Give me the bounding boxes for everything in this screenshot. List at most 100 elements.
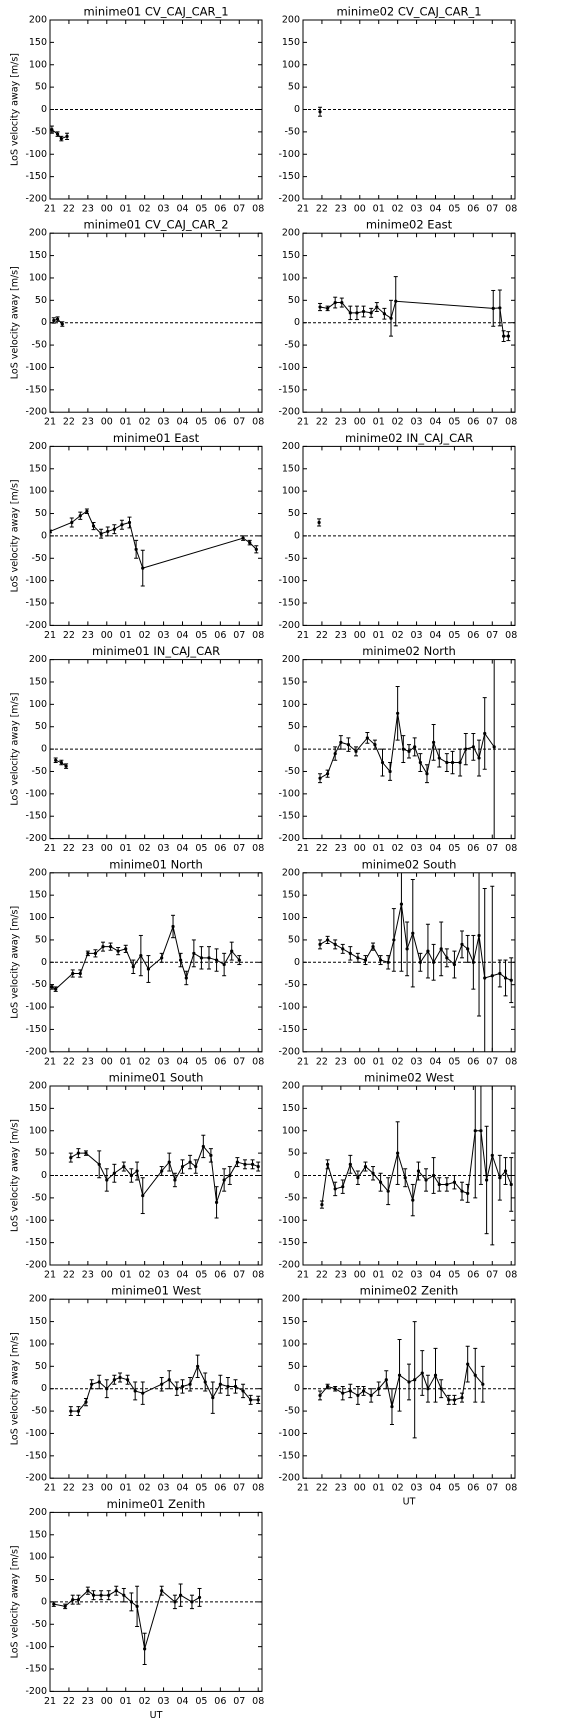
y-tick-label: -150 (278, 1237, 300, 1248)
data-point (433, 1373, 438, 1377)
data-point (97, 1380, 101, 1384)
x-tick-label: 01 (373, 630, 385, 641)
x-tick-label: 03 (158, 1270, 170, 1281)
x-tick-label: 21 (297, 417, 309, 428)
x-tick-label: 08 (505, 1270, 517, 1281)
data-point (386, 1189, 390, 1193)
x-tick-label: 08 (252, 417, 264, 428)
x-tick-label: 04 (429, 1056, 441, 1067)
y-tick-label: 100 (29, 486, 47, 497)
data-point (396, 1151, 400, 1155)
x-tick-label: 08 (252, 843, 264, 854)
x-tick-label: 03 (411, 204, 423, 215)
data-point (179, 958, 183, 962)
y-tick-label: 50 (35, 1574, 47, 1585)
data-point (126, 1378, 130, 1382)
data-point (211, 1396, 215, 1400)
x-tick-label: 21 (44, 204, 56, 215)
y-tick-label: 150 (29, 1529, 47, 1540)
y-tick-label: 200 (29, 867, 47, 878)
x-tick-label: 06 (467, 417, 479, 428)
data-point (389, 316, 393, 320)
data-point (173, 1178, 177, 1182)
x-tick-label: 22 (316, 1483, 328, 1494)
data-point (192, 951, 196, 955)
data-point (326, 938, 330, 942)
data-point (143, 1647, 147, 1651)
data-point (397, 1373, 402, 1377)
data-point (333, 1187, 337, 1191)
data-point (403, 1176, 407, 1180)
x-tick-label: 06 (214, 1483, 226, 1494)
data-point (466, 1191, 470, 1195)
y-tick-label: 0 (294, 1170, 300, 1181)
data-point (326, 772, 330, 776)
data-point (237, 958, 241, 962)
data-point (450, 760, 455, 765)
error-bar (50, 529, 52, 534)
data-point (490, 1153, 494, 1157)
data-point (326, 1384, 330, 1389)
chart-title: minime01 IN_CAJ_CAR (92, 644, 220, 658)
data-point (333, 1387, 337, 1391)
x-tick-label: 00 (101, 1483, 113, 1494)
x-tick-label: 01 (120, 1056, 132, 1067)
data-point (420, 1371, 424, 1375)
data-point (167, 1378, 171, 1382)
x-tick-label: 08 (505, 1483, 517, 1494)
y-tick-label: -100 (278, 1215, 300, 1226)
x-tick-label: 05 (195, 1056, 207, 1067)
y-tick-label: 200 (29, 441, 47, 452)
data-point (122, 1164, 126, 1169)
y-axis-label: LoS velocity away [m/s] (10, 1545, 21, 1658)
x-tick-label: 22 (316, 204, 328, 215)
x-tick-label: 00 (354, 1270, 366, 1281)
y-tick-label: 50 (288, 934, 300, 945)
y-tick-label: 150 (29, 890, 47, 901)
data-point (481, 1382, 485, 1386)
y-tick-label: -100 (25, 575, 47, 586)
data-point (418, 760, 422, 765)
x-tick-label: 23 (82, 1270, 94, 1281)
y-tick-label: -50 (284, 766, 300, 777)
y-tick-label: -50 (31, 1192, 47, 1203)
x-tick-label: 01 (120, 843, 132, 854)
y-tick-label: -200 (25, 1686, 47, 1697)
data-point (405, 947, 409, 951)
y-tick-label: 50 (288, 721, 300, 732)
x-tick-label: 23 (335, 1056, 347, 1067)
chart-title: minime01 South (109, 1071, 204, 1085)
data-point (129, 1600, 133, 1604)
y-tick-label: -50 (31, 1406, 47, 1417)
data-point (249, 1398, 253, 1402)
data-point (91, 524, 96, 528)
data-point (76, 1151, 80, 1155)
x-axis-label: UT (150, 1710, 163, 1721)
data-point (318, 1393, 322, 1398)
y-tick-label: -200 (25, 1473, 47, 1484)
x-tick-label: 06 (467, 1483, 479, 1494)
data-point (84, 1151, 88, 1155)
y-tick-label: 150 (282, 890, 300, 901)
data-point (426, 1387, 430, 1391)
x-tick-label: 07 (233, 1270, 245, 1281)
data-point (106, 529, 110, 534)
y-tick-label: 200 (282, 228, 300, 239)
x-tick-label: 08 (252, 1483, 264, 1494)
data-point (407, 1380, 411, 1384)
data-point (341, 1391, 345, 1395)
x-tick-label: 06 (214, 630, 226, 641)
x-tick-label: 22 (316, 630, 328, 641)
data-point (473, 1373, 477, 1377)
x-tick-label: 02 (139, 1483, 151, 1494)
data-point (134, 547, 138, 551)
data-point (363, 1164, 368, 1169)
data-point (112, 1171, 116, 1175)
data-point (479, 1129, 483, 1133)
x-tick-label: 06 (467, 1056, 479, 1067)
data-point (184, 976, 188, 980)
